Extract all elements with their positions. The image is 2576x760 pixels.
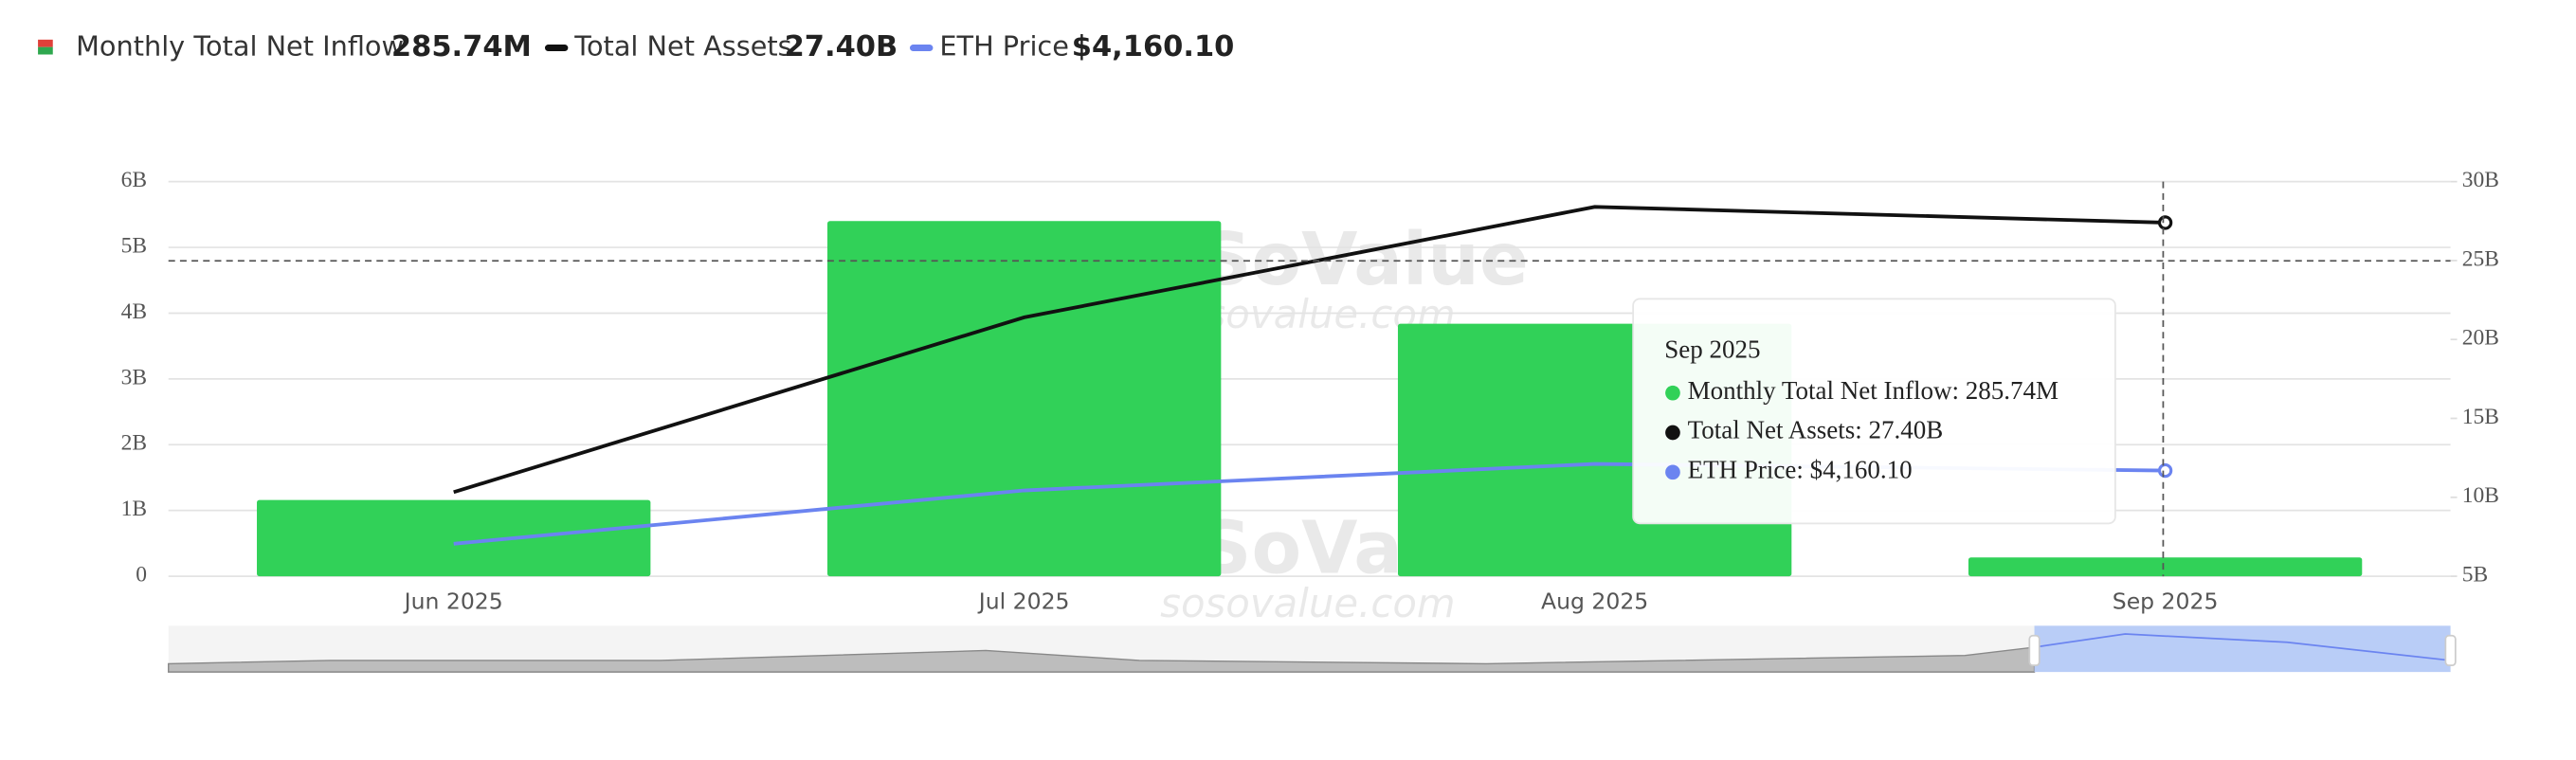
- bar: [1968, 557, 2363, 577]
- legend-value: 27.40B: [785, 30, 898, 63]
- tooltip-box: [1632, 298, 2116, 525]
- y-tick-label: 0: [136, 562, 147, 587]
- tooltip-dot: [1665, 464, 1680, 480]
- navigator-line: [2034, 633, 2451, 661]
- y2-tick-label: 25B: [2462, 246, 2499, 271]
- line-point: [2157, 462, 2173, 479]
- legend-label[interactable]: Total Net Assets: [573, 30, 791, 63]
- y-tick-label: 4B: [121, 299, 147, 324]
- x-tick-label: Aug 2025: [1541, 588, 1648, 614]
- y-tick-label: 5B: [121, 233, 147, 258]
- legend-swatch: [910, 45, 934, 52]
- tooltip-item: Total Net Assets: 27.40B: [1688, 416, 1944, 444]
- legend-value: $4,160.10: [1072, 30, 1235, 63]
- y-tick-label: 3B: [121, 365, 147, 389]
- tooltip-dot: [1665, 425, 1680, 441]
- y2-tick-label: 20B: [2462, 326, 2499, 351]
- legend-value: 285.74M: [391, 30, 532, 63]
- y2-tick-label: 10B: [2462, 483, 2499, 508]
- tooltip-dot: [1665, 385, 1680, 401]
- watermark-url: sosovalue.com: [1160, 580, 1455, 626]
- y-tick-label: 2B: [121, 431, 147, 456]
- tooltip-item: Monthly Total Net Inflow: 285.74M: [1688, 376, 2059, 405]
- navigator-selection: [2034, 625, 2451, 673]
- y2-tick-label: 5B: [2462, 562, 2488, 587]
- legend-swatch: [544, 45, 569, 52]
- navigator: [168, 625, 2457, 673]
- tooltip: Sep 2025 Monthly Total Net Inflow: 285.7…: [1632, 298, 2116, 525]
- y2-tick-label: 30B: [2462, 168, 2499, 192]
- x-tick-label: Sep 2025: [2113, 588, 2219, 614]
- legend: Monthly Total Net Inflow 285.74M Total N…: [38, 30, 1235, 63]
- x-tick-label: Jul 2025: [977, 588, 1070, 614]
- tooltip-title: Sep 2025: [1664, 335, 1760, 363]
- legend-label[interactable]: Monthly Total Net Inflow: [76, 30, 404, 63]
- line: [453, 205, 2166, 495]
- tooltip-item: ETH Price: $4,160.10: [1688, 456, 1913, 484]
- navigator-handle[interactable]: [2028, 634, 2041, 667]
- bar: [826, 221, 1222, 577]
- y2-tick-label: 15B: [2462, 405, 2499, 429]
- navigator-handle[interactable]: [2444, 634, 2457, 667]
- legend-label[interactable]: ETH Price: [939, 30, 1069, 63]
- line-point: [2157, 215, 2173, 230]
- y-tick-label: 1B: [121, 497, 147, 521]
- x-tick-label: Jun 2025: [403, 588, 503, 614]
- legend-swatch: [38, 46, 53, 55]
- bar: [257, 499, 651, 577]
- legend-swatch: [38, 39, 53, 47]
- y-tick-label: 6B: [121, 168, 147, 192]
